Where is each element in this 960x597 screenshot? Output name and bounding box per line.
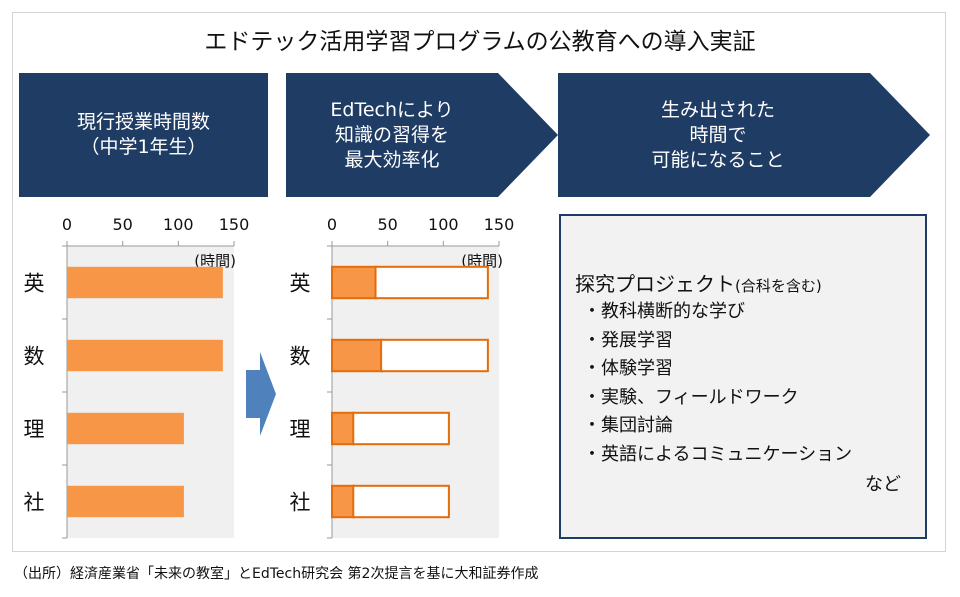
figure-title: エドテック活用学習プログラムの公教育への導入実証 <box>204 29 756 55</box>
list-item: ・体験学習 <box>583 358 673 379</box>
bar-remaining <box>374 265 489 300</box>
inquiry-heading-note: (合科を含む) <box>735 277 822 295</box>
bar-value <box>331 411 356 446</box>
banner-line: 生み出された <box>660 98 775 121</box>
banner-current-hours: 現行授業時間数 （中学1年生） <box>19 73 268 197</box>
category-label: 理 <box>290 418 311 442</box>
bar-value <box>331 338 384 373</box>
list-item: ・英語によるコミュニケーション <box>583 443 853 465</box>
banner-shape <box>19 73 268 197</box>
x-tick-label: 100 <box>428 215 459 234</box>
right-arrow-icon <box>246 352 276 436</box>
bar-value <box>67 266 223 299</box>
banner-line: 知識の習得を <box>334 123 449 146</box>
inquiry-heading: 探究プロジェクト(合科を含む) <box>575 268 822 297</box>
category-label: 数 <box>290 345 311 369</box>
inquiry-project-box: 探究プロジェクト(合科を含む) ・教科横断的な学び ・発展学習 ・体験学習 ・実… <box>559 214 927 539</box>
list-item: ・発展学習 <box>583 329 673 351</box>
inquiry-list: ・教科横断的な学び ・発展学習 ・体験学習 ・実験、フィールドワーク ・集団討論… <box>583 298 852 469</box>
banner-line: 可能になること <box>651 148 785 171</box>
banner-possibilities: 生み出された 時間で 可能になること <box>558 73 930 197</box>
list-item: ・集団討論 <box>583 415 673 436</box>
x-tick-label: 50 <box>112 215 132 234</box>
bar-remaining <box>352 484 450 519</box>
x-tick-label: 50 <box>377 215 397 234</box>
x-tick-label: 150 <box>484 215 515 234</box>
banner-edtech-efficiency: EdTechにより 知識の習得を 最大効率化 <box>286 73 558 197</box>
bar-remaining <box>352 411 450 446</box>
bar-value <box>331 484 356 519</box>
bar-value <box>331 265 378 300</box>
inquiry-heading-text: 探究プロジェクト <box>575 272 735 296</box>
x-tick-label: 100 <box>163 215 194 234</box>
unit-label: (時間) <box>194 252 236 270</box>
list-item: ・実験、フィールドワーク <box>583 386 799 408</box>
bar-value <box>67 485 184 518</box>
category-label: 社 <box>24 491 45 515</box>
bar-value <box>67 412 184 445</box>
x-tick-label: 0 <box>62 215 72 234</box>
chart-edtech-hours: 0 50 100 150 (時間) 英数理社 <box>266 200 556 540</box>
x-tick-label: 0 <box>327 215 337 234</box>
banner-line: （中学1年生） <box>80 136 207 158</box>
category-label: 英 <box>24 272 45 296</box>
bar-value <box>67 339 223 372</box>
banner-line: EdTechにより <box>330 98 454 121</box>
banner-line: 時間で <box>689 123 747 146</box>
banner-line: 現行授業時間数 <box>76 111 210 133</box>
banner-text: 生み出された 時間で 可能になること <box>558 73 878 197</box>
category-label: 英 <box>290 272 311 296</box>
inquiry-etc: など <box>865 474 901 495</box>
category-label: 理 <box>24 418 45 442</box>
banner-shape <box>286 73 558 197</box>
banner-text: 現行授業時間数 （中学1年生） <box>19 73 268 197</box>
banner-line: 最大効率化 <box>344 148 440 171</box>
unit-label: (時間) <box>461 252 503 270</box>
category-label: 数 <box>24 345 45 369</box>
x-tick-label: 150 <box>219 215 250 234</box>
category-label: 社 <box>290 491 311 515</box>
source-note: （出所）経済産業省「未来の教室」とEdTech研究会 第2次提言を基に大和証券作… <box>14 566 539 582</box>
chart-current-hours: 0 50 100 150 (時間) 英数理社 <box>0 200 280 540</box>
banner-shape <box>558 73 930 197</box>
banner-text: EdTechにより 知識の習得を 最大効率化 <box>286 73 498 197</box>
bar-remaining <box>380 338 489 373</box>
list-item: ・教科横断的な学び <box>583 301 745 322</box>
